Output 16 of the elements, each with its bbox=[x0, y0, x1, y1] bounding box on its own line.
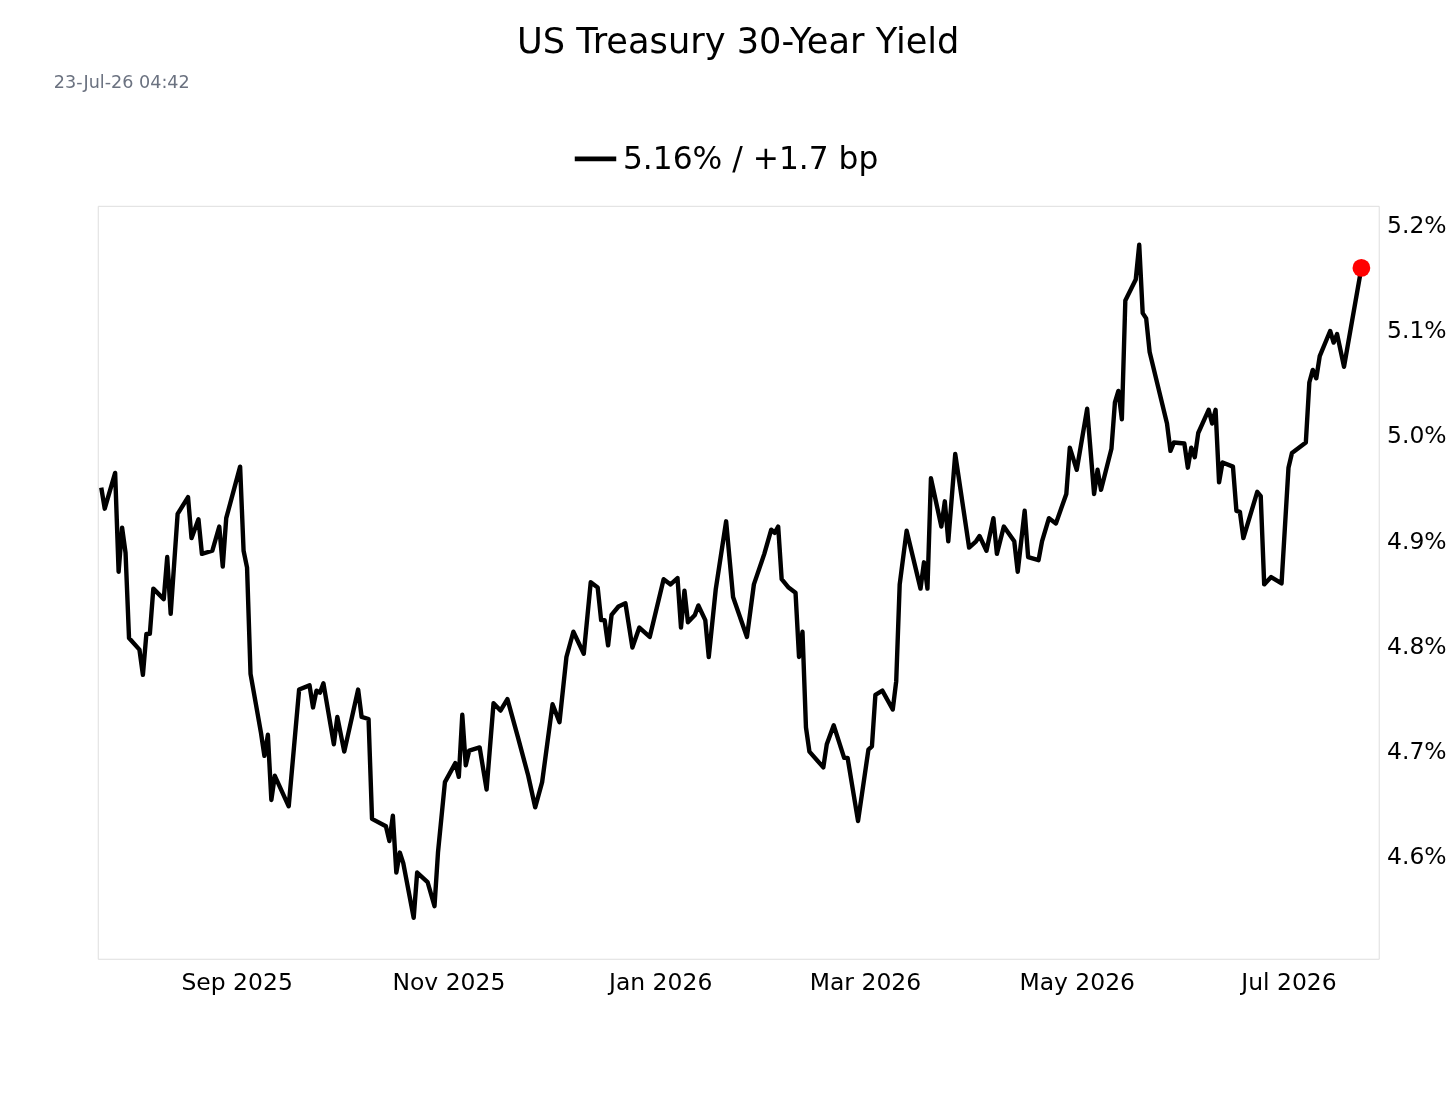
text: 23-Jul-26 04:42 bbox=[53, 72, 190, 93]
y-tick-label: 4.9% bbox=[1387, 526, 1447, 555]
x-tick-label: Sep 2025 bbox=[181, 967, 293, 996]
y-tick-label: 5.0% bbox=[1387, 421, 1447, 450]
chart-title: US Treasury 30-Year Yield bbox=[517, 20, 960, 62]
y-tick-label: 5.1% bbox=[1387, 316, 1447, 345]
y-tick-label: 4.6% bbox=[1387, 842, 1447, 871]
x-tick-label: Mar 2026 bbox=[809, 967, 922, 996]
y-tick-label: 5.2% bbox=[1387, 211, 1447, 240]
y-tick-label: 4.7% bbox=[1387, 736, 1447, 765]
legend-label: 5.16% / +1.7 bp bbox=[622, 139, 879, 176]
x-tick-label: Nov 2025 bbox=[392, 967, 506, 996]
x-tick-label: May 2026 bbox=[1019, 967, 1136, 996]
x-tick-label: Jan 2026 bbox=[607, 967, 713, 996]
y-tick-label: 4.8% bbox=[1387, 631, 1447, 660]
x-tick-label: Jul 2026 bbox=[1239, 967, 1337, 996]
